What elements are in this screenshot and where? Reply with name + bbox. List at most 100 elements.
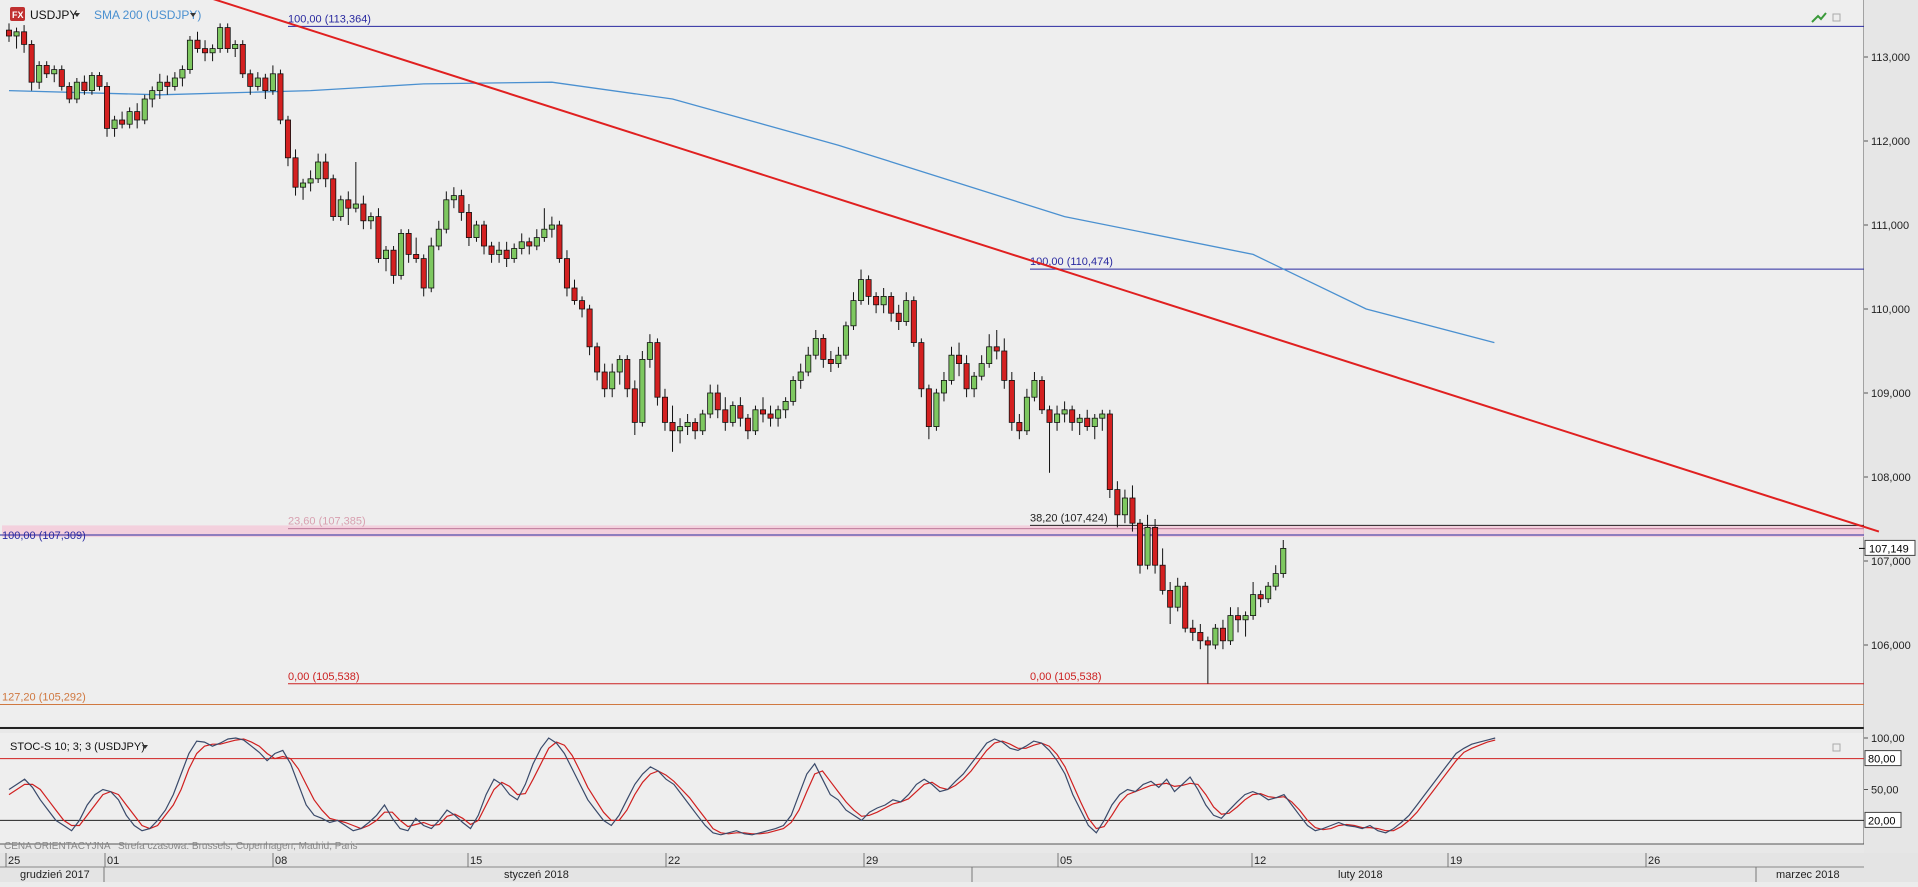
fib-zone-band — [2, 525, 1864, 538]
candle-body — [1031, 379, 1038, 398]
price-tick-label: 107,000 — [1871, 556, 1911, 568]
candle-body — [398, 232, 405, 276]
candle-body — [104, 86, 111, 129]
candle-body — [277, 73, 284, 121]
stoch-upper-tag — [1864, 750, 1902, 767]
candle-body — [1016, 421, 1023, 432]
candle-body — [677, 426, 684, 432]
level-label-hline_113: 100,00 (113,364) — [288, 13, 371, 25]
candle-body — [526, 241, 533, 247]
candle-body — [956, 354, 963, 365]
candle-body — [729, 405, 736, 423]
trend-tool-icon[interactable] — [1811, 12, 1827, 23]
candle-body — [496, 249, 503, 255]
time-day-label: 19 — [1450, 855, 1462, 867]
candle-body — [1061, 409, 1068, 415]
candle-body — [413, 253, 420, 259]
candle-body — [217, 27, 224, 50]
candle-body — [986, 346, 993, 364]
level-label-hline_110: 100,00 (110,474) — [1030, 256, 1113, 268]
price-tick-label: 109,000 — [1871, 388, 1911, 400]
candle-body — [910, 300, 917, 344]
candle-body — [1159, 564, 1166, 591]
candle-body — [1152, 527, 1159, 566]
time-day-label: 12 — [1254, 855, 1266, 867]
stoch-pane-background — [0, 733, 1864, 844]
candle-body — [428, 245, 435, 289]
candle-body — [315, 161, 322, 180]
candle-body — [292, 157, 299, 188]
candle-body — [1129, 497, 1136, 524]
candle-body — [1197, 632, 1204, 642]
candle-body — [1144, 527, 1151, 566]
stoch-pane-restore-icon[interactable] — [1832, 743, 1841, 752]
candle-body — [202, 48, 209, 54]
candle-body — [925, 388, 932, 427]
candle-body — [382, 249, 389, 259]
time-month-label: luty 2018 — [1338, 869, 1383, 881]
candle-body — [156, 81, 163, 91]
candle-body — [1227, 615, 1234, 642]
candle-body — [307, 178, 314, 184]
candle-body — [488, 245, 495, 255]
candle-body — [1174, 585, 1181, 608]
candle-body — [360, 203, 367, 222]
candle-body — [81, 81, 88, 91]
candle-body — [1167, 590, 1174, 608]
level-label-hline_107309: 100,00 (107,309) — [2, 530, 86, 542]
time-month-label: marzec 2018 — [1776, 869, 1840, 881]
candle-body — [646, 342, 653, 360]
candle-body — [209, 48, 216, 54]
pane-restore-icon[interactable] — [1832, 13, 1841, 22]
candle-body — [760, 409, 767, 415]
chevron-down-icon[interactable] — [190, 13, 196, 17]
candle-body — [390, 249, 397, 276]
candle-body — [684, 421, 691, 427]
candle-body — [722, 409, 729, 423]
stoch-tick-label: 100,00 — [1871, 733, 1905, 745]
candle-body — [435, 228, 442, 247]
candle-body — [1265, 585, 1272, 600]
candle-body — [134, 111, 141, 121]
candle-body — [1182, 585, 1189, 629]
candle-body — [194, 39, 201, 50]
candle-body — [548, 224, 555, 230]
chevron-down-icon[interactable] — [74, 13, 80, 17]
candle-body — [1219, 627, 1226, 642]
candle-body — [1099, 413, 1106, 419]
candle-body — [579, 300, 586, 310]
fx-icon-text: FX — [12, 10, 24, 20]
candle-body — [367, 216, 374, 222]
candle-body — [262, 77, 269, 92]
symbol-dropdown: USDJPY — [30, 8, 77, 22]
chevron-down-icon[interactable] — [142, 745, 148, 749]
candle-body — [865, 279, 872, 297]
candle-body — [171, 77, 178, 87]
candle-body — [790, 379, 797, 402]
candle-body — [767, 413, 774, 419]
time-month-label: grudzień 2017 — [20, 869, 90, 881]
indicator-dropdown: SMA 200 (USDJPY) — [94, 8, 201, 22]
candle-body — [933, 392, 940, 427]
candle-body — [571, 287, 578, 302]
price-tick-label: 110,000 — [1871, 304, 1910, 316]
candle-body — [563, 258, 570, 289]
fx-icon — [10, 7, 25, 21]
candle-body — [232, 44, 239, 50]
candle-body — [405, 232, 412, 255]
candle-body — [450, 195, 457, 201]
candle-body — [880, 295, 887, 306]
candle-body — [631, 388, 638, 423]
candle-body — [141, 98, 148, 121]
candle-body — [119, 119, 126, 125]
candle-body — [639, 358, 646, 423]
stoch-k-line — [8, 737, 1496, 836]
stoch-d-line — [8, 738, 1496, 835]
candle-body — [111, 119, 118, 129]
current-price-label: 107,149 — [1869, 543, 1909, 555]
level-label-fib_3820: 38,20 (107,424) — [1030, 512, 1108, 524]
candle-body — [1250, 594, 1257, 616]
stoch-lower-tag-label: 20,00 — [1868, 815, 1896, 827]
candle-body — [835, 354, 842, 365]
sma200-line — [8, 81, 1495, 344]
